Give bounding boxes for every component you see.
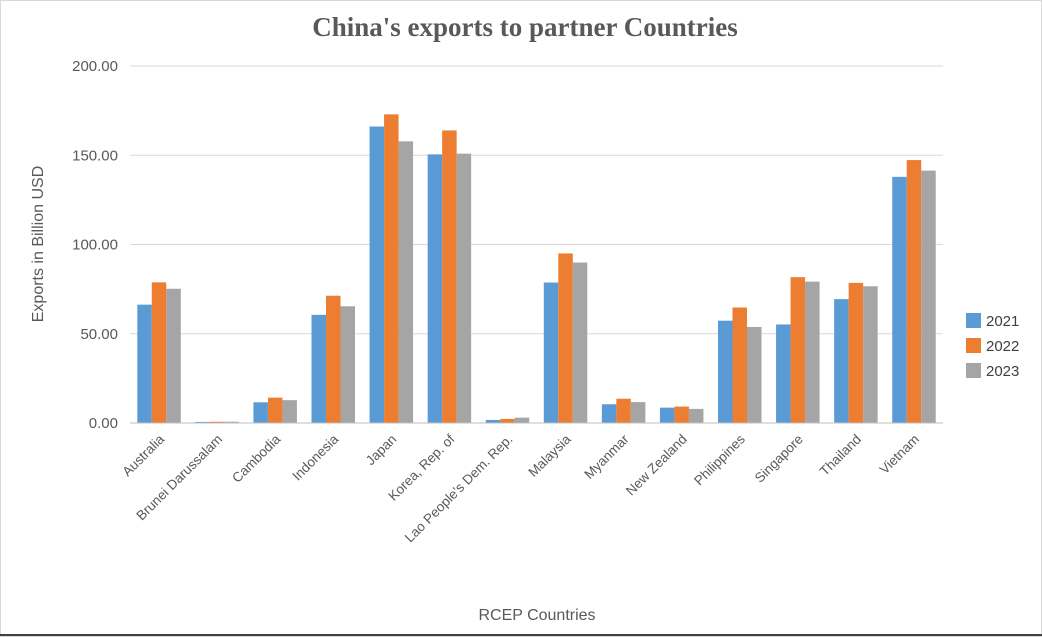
bar-2022-11: [790, 277, 806, 423]
y-axis-label: Exports in Billion USD: [30, 166, 47, 323]
x-tick-label: Vietnam: [877, 432, 922, 477]
bar-2022-9: [674, 406, 689, 423]
legend-label: 2022: [986, 338, 1019, 355]
legend-swatch-2022: [966, 338, 981, 353]
bar-2023-3: [340, 306, 355, 423]
bar-2021-2: [253, 402, 268, 423]
bars: [137, 114, 936, 424]
bar-2021-8: [601, 404, 617, 423]
bar-2022-6: [500, 418, 515, 423]
y-tick-label: 200.00: [72, 58, 118, 75]
bar-2021-11: [776, 324, 791, 423]
bar-2023-4: [398, 141, 414, 423]
bar-2022-3: [326, 295, 341, 423]
bar-2022-1: [209, 421, 225, 423]
bar-2021-5: [427, 154, 443, 424]
legend-swatch-2021: [966, 313, 981, 328]
bar-2022-4: [384, 114, 399, 423]
bar-2023-2: [282, 400, 297, 423]
legend-label: 2023: [986, 363, 1019, 380]
bar-2023-5: [456, 153, 472, 423]
x-axis-label: RCEP Countries: [478, 607, 595, 624]
x-tick-label: New Zealand: [623, 432, 690, 499]
x-tick-label: Singapore: [752, 432, 806, 486]
bar-2023-12: [863, 286, 878, 423]
bar-2021-7: [543, 282, 559, 423]
x-tick-label: Lao People's Dem. Rep.: [402, 432, 516, 546]
bar-2021-4: [369, 126, 385, 423]
y-tick-label: 50.00: [80, 326, 118, 343]
chart-title: China's exports to partner Countries: [312, 12, 738, 42]
bar-2021-1: [195, 421, 210, 423]
bar-2022-7: [558, 253, 573, 423]
bar-2022-5: [442, 130, 457, 423]
bar-2022-10: [732, 307, 747, 423]
bar-2021-0: [137, 304, 152, 423]
y-tick-label: 150.00: [72, 147, 118, 164]
frame-bottom-border: [0, 634, 1042, 636]
x-tick-label: Japan: [363, 432, 400, 469]
bar-2023-10: [747, 326, 762, 423]
bar-2022-13: [906, 160, 922, 423]
bar-2023-1: [224, 421, 239, 423]
bar-2021-3: [311, 314, 326, 423]
bar-2023-8: [630, 402, 646, 423]
bar-2021-13: [892, 176, 907, 423]
x-tick-label: Australia: [119, 431, 167, 479]
bar-2021-9: [659, 407, 675, 423]
x-tick-label: Malaysia: [525, 431, 574, 480]
bar-2022-12: [848, 282, 864, 423]
bar-2022-2: [267, 397, 283, 423]
x-tick-label: Indonesia: [289, 431, 341, 483]
bar-2021-6: [485, 419, 501, 423]
bar-2023-9: [688, 408, 704, 423]
x-tick-label: Thailand: [817, 432, 864, 479]
bar-2021-12: [834, 299, 849, 423]
legend-label: 2021: [986, 313, 1019, 330]
bar-2023-11: [805, 281, 820, 423]
x-tick-label: Cambodia: [229, 431, 283, 485]
y-tick-label: 100.00: [72, 237, 118, 254]
bar-2023-6: [514, 417, 530, 423]
legend: 2021 2022 2023: [966, 313, 1019, 380]
x-tick-label: Philippines: [691, 431, 748, 488]
bar-2023-13: [921, 170, 936, 423]
bar-2022-8: [616, 398, 631, 423]
legend-swatch-2023: [966, 363, 981, 378]
bar-2021-10: [718, 320, 733, 423]
x-tick-label: Myanmar: [581, 431, 632, 482]
y-tick-label: 0.00: [89, 415, 118, 432]
gridlines: [130, 65, 943, 335]
bar-2023-0: [166, 288, 181, 423]
bar-2023-7: [572, 262, 588, 423]
bar-2022-0: [151, 282, 167, 423]
y-axis-ticks: 0.00 50.00 100.00 150.00 200.00: [72, 58, 118, 432]
